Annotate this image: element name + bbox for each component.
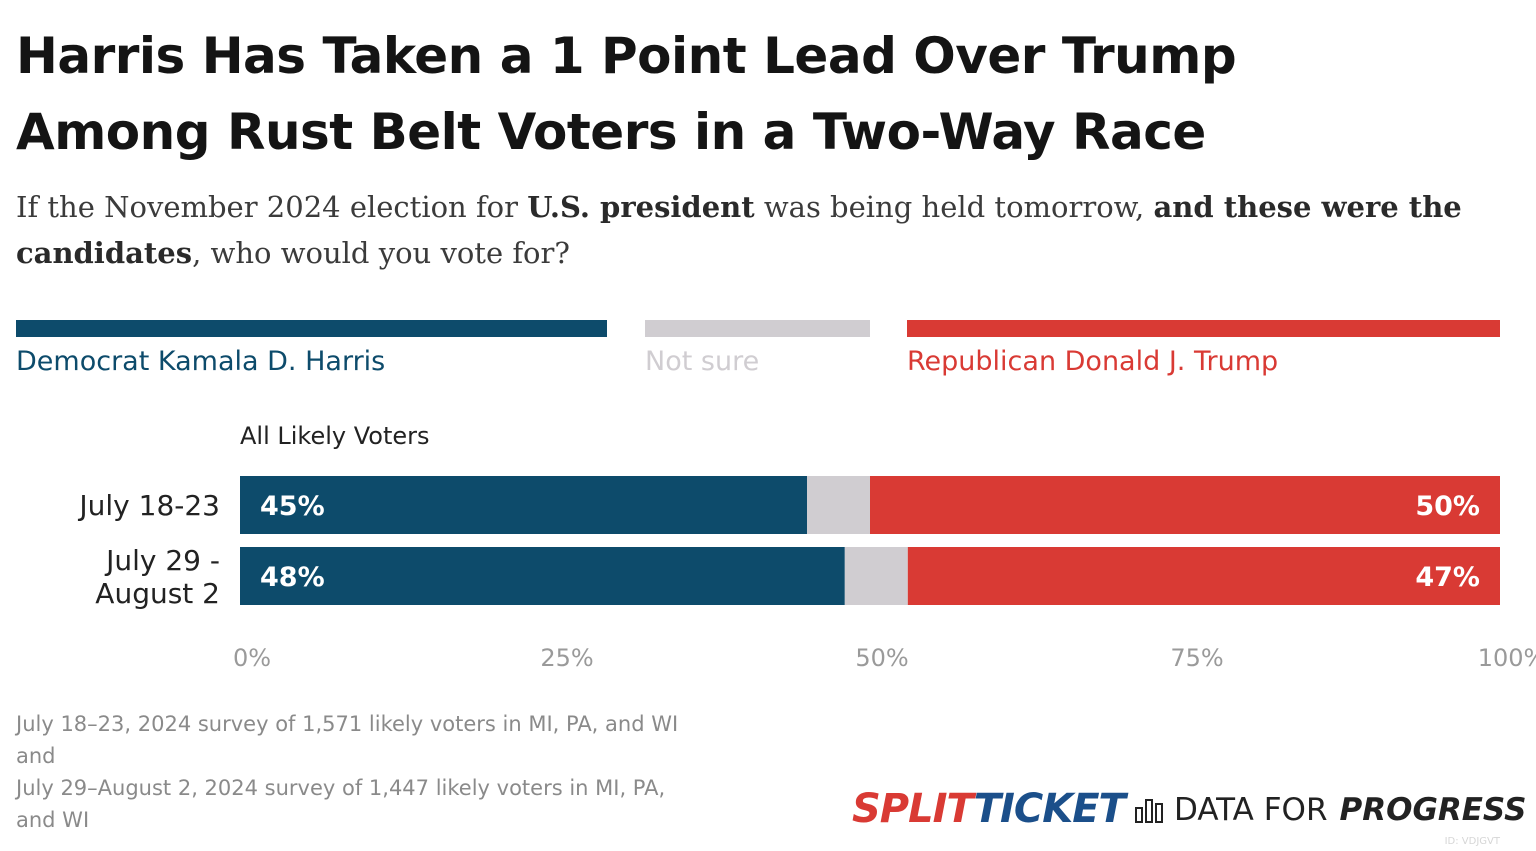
data-for-progress-logo-part-1: DATA FOR: [1174, 792, 1328, 828]
bar-row-1-series-2: [807, 476, 870, 534]
x-tick-label-1: 0%: [233, 644, 271, 672]
bar-row-1-series-1: [240, 476, 807, 534]
split-ticket-logo-part-2: TICKET: [973, 786, 1126, 832]
legend-label-not-sure: Not sure: [645, 346, 760, 377]
bar-value-label-row-1-series-1: 45%: [260, 491, 325, 522]
subtitle-text-1: If the November 2024 election for: [16, 190, 528, 224]
row-label-1: July 18-23: [20, 489, 220, 522]
data-for-progress-logo-part-2: PROGRESS: [1339, 792, 1527, 828]
footnote-line-4: and WI: [16, 808, 90, 832]
subtitle-bold-2: and these were the candidates: [16, 190, 1462, 270]
legend-swatch-harris: [16, 320, 607, 337]
title-line-2: Among Rust Belt Voters in a Two-Way Race: [16, 103, 1206, 161]
stacked-bar-chart: 45% 50% 48% 47% 0% 25% 50% 75% 100%: [233, 476, 1536, 672]
x-tick-label-3: 50%: [855, 644, 908, 672]
bar-row-2-series-3: [907, 547, 1500, 605]
x-tick-label-4: 75%: [1170, 644, 1223, 672]
bar-row-1-series-3: [870, 476, 1500, 534]
bar-value-label-row-2-series-3: 47%: [1415, 562, 1480, 593]
split-ticket-logo-part-1: SPLIT: [852, 786, 975, 832]
footnote-line-2: and: [16, 744, 56, 768]
bar-row-2-series-1: [240, 547, 845, 605]
split-ticket-logo: SPLITTICKET: [852, 786, 1126, 832]
group-label: All Likely Voters: [240, 422, 430, 450]
row-label-2-line-2: August 2: [95, 577, 220, 610]
footnote: July 18–23, 2024 survey of 1,571 likely …: [16, 708, 776, 836]
data-for-progress-logo: DATA FOR PROGRESS: [1134, 792, 1526, 828]
bar-chart-icon: [1135, 799, 1163, 823]
chart-title: Harris Has Taken a 1 Point Lead Over Tru…: [16, 18, 1516, 170]
bar-value-label-row-2-series-1: 48%: [260, 562, 325, 593]
subtitle-text-3: , who would you vote for?: [192, 236, 570, 270]
legend-label-trump: Republican Donald J. Trump: [907, 346, 1279, 377]
legend-swatch-trump: [907, 320, 1500, 337]
x-tick-label-5: 100%: [1478, 644, 1536, 672]
bar-value-label-row-1-series-3: 50%: [1415, 491, 1480, 522]
bar-row-2-series-2: [844, 547, 908, 605]
footnote-line-1: July 18–23, 2024 survey of 1,571 likely …: [16, 712, 679, 736]
x-tick-label-2: 25%: [540, 644, 593, 672]
legend-label-harris: Democrat Kamala D. Harris: [16, 346, 386, 377]
legend-swatch-not-sure: [645, 320, 870, 337]
subtitle-bold-1: U.S. president: [527, 190, 755, 224]
row-label-2: July 29 - August 2: [20, 544, 220, 610]
footnote-line-3: July 29–August 2, 2024 survey of 1,447 l…: [16, 776, 666, 800]
chart-subtitle: If the November 2024 election for U.S. p…: [16, 184, 1516, 276]
row-label-1-line-1: July 18-23: [79, 489, 220, 522]
subtitle-text-2: was being held tomorrow,: [754, 190, 1154, 224]
chart-id-tag: ID: VDJGVT: [1444, 836, 1500, 847]
title-line-1: Harris Has Taken a 1 Point Lead Over Tru…: [16, 27, 1237, 85]
row-label-2-line-1: July 29 -: [106, 544, 220, 577]
